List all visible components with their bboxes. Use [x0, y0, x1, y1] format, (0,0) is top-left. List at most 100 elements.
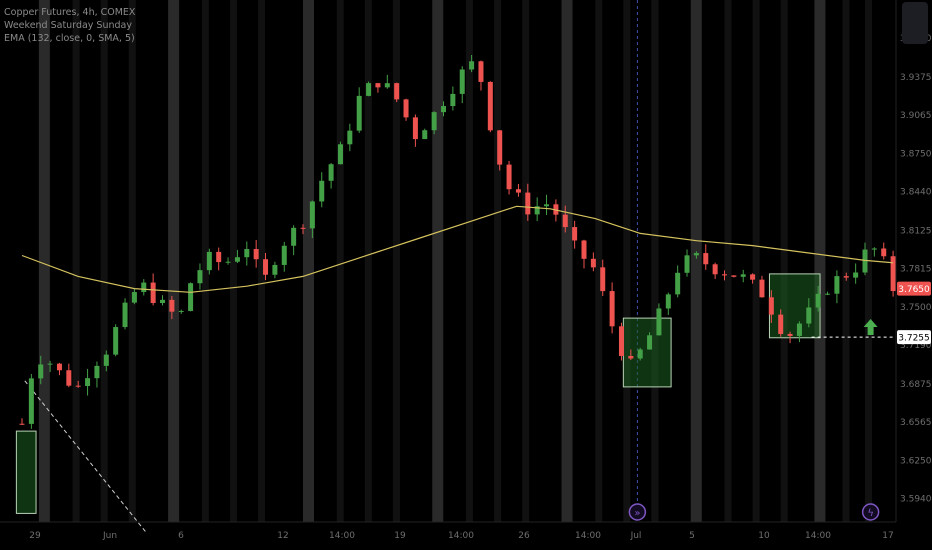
candle-body-80 [768, 297, 774, 315]
candle-body-92 [881, 248, 887, 257]
session-band-15 [724, 0, 732, 522]
candle-body-39 [384, 83, 390, 88]
x-tick-label-1: Jun [102, 531, 117, 541]
candle-body-20 [206, 251, 212, 271]
event-icon-label-0: » [634, 508, 640, 519]
candle-body-40 [394, 83, 400, 100]
candle-body-90 [862, 249, 868, 273]
session-band-17 [780, 0, 788, 522]
candle-body-34 [337, 144, 343, 165]
x-tick-label-5: 19 [394, 531, 406, 541]
session-band-4 [229, 0, 237, 522]
candle-body-69 [665, 294, 671, 309]
chart-legend: Copper Futures, 4h, COMEX Weekend Saturd… [4, 6, 135, 45]
event-icon-0 [628, 503, 647, 521]
candle-body-51 [497, 130, 503, 165]
y-tick-label-5: 3.8125 [900, 226, 932, 236]
x-tick-label-2: 6 [178, 531, 184, 541]
session-band-5 [258, 0, 266, 522]
candle-body-56 [544, 204, 550, 207]
legend-symbol[interactable]: Copper Futures, 4h, COMEX [4, 7, 136, 18]
candle-body-31 [309, 201, 315, 229]
session-band-9 [465, 0, 473, 522]
up-arrow-icon [863, 318, 878, 335]
candle-body-36 [356, 95, 362, 131]
candle-body-85 [815, 293, 821, 308]
legend-indicator-ema[interactable]: EMA (132, close, 0, SMA, 5) [4, 33, 135, 44]
candle-body-83 [796, 323, 802, 336]
session-band-18 [842, 0, 850, 522]
level-price-badge [897, 330, 931, 345]
y-tick-label-11: 3.6250 [900, 457, 932, 467]
candle-body-8 [94, 365, 100, 379]
x-tick-label-8: 14:00 [575, 531, 601, 541]
x-tick-label-0: 29 [29, 531, 41, 541]
candle-body-1 [28, 378, 34, 424]
session-band-0 [72, 0, 80, 522]
candle-body-64 [618, 326, 624, 356]
candle-body-43 [422, 130, 428, 140]
session-band-16 [752, 0, 760, 522]
y-tick-label-2: 3.9065 [900, 111, 932, 121]
legend-indicator-weekend[interactable]: Weekend Saturday Sunday [4, 20, 132, 31]
candle-body-35 [347, 130, 353, 145]
current-price-badge [897, 281, 931, 296]
candle-body-0 [19, 423, 25, 425]
candle-body-79 [759, 279, 765, 298]
y-tick-label-10: 3.6565 [900, 418, 932, 428]
candle-body-3 [47, 363, 53, 365]
y-tick-label-6: 3.7815 [900, 264, 932, 274]
candle-body-2 [38, 364, 44, 379]
current-price-label: 3.7650 [898, 285, 930, 295]
candle-body-27 [272, 264, 278, 275]
x-tick-label-4: 14:00 [329, 531, 355, 541]
y-tick-label-1: 3.9375 [900, 73, 932, 83]
candle-body-68 [656, 308, 662, 336]
candle-body-10 [113, 327, 119, 355]
candle-body-50 [487, 81, 493, 131]
candle-body-23 [234, 257, 240, 262]
candle-body-70 [675, 272, 681, 295]
candle-body-73 [703, 253, 709, 265]
candle-body-61 [590, 258, 596, 268]
candle-body-32 [319, 180, 325, 202]
zone-box-0 [15, 430, 37, 514]
candle-body-48 [469, 61, 475, 70]
session-band-11 [522, 0, 530, 522]
trendline-diagonal [24, 380, 147, 533]
candle-body-78 [750, 274, 756, 280]
candle-body-6 [75, 385, 81, 387]
candle-body-54 [525, 192, 531, 215]
y-tick-label-3: 3.8750 [900, 150, 932, 160]
chart-settings-button[interactable] [902, 2, 928, 44]
candle-body-52 [506, 164, 512, 190]
candle-body-58 [562, 214, 568, 228]
candle-body-28 [281, 245, 287, 265]
candle-body-5 [66, 370, 72, 386]
candle-body-38 [375, 83, 381, 88]
candle-body-49 [478, 61, 484, 82]
candle-body-82 [787, 333, 793, 336]
candle-body-45 [441, 106, 446, 113]
level-price-label: 3.7255 [898, 334, 930, 344]
candle-body-89 [853, 272, 859, 278]
candle-body-91 [871, 248, 877, 250]
candle-body-88 [843, 276, 849, 278]
candle-body-29 [291, 227, 297, 246]
candle-body-26 [263, 259, 269, 275]
y-tick-label-7: 3.7500 [900, 303, 932, 313]
session-band-8 [392, 0, 400, 522]
candle-body-19 [197, 270, 203, 284]
session-band-7 [364, 0, 372, 522]
weekend-band-6 [814, 0, 826, 522]
candle-body-76 [731, 275, 737, 277]
x-tick-label-9: Jul [630, 531, 642, 541]
y-tick-label-8: 3.7190 [900, 341, 932, 351]
candle-body-17 [178, 310, 184, 312]
candle-body-11 [122, 302, 128, 328]
candle-body-93 [890, 256, 896, 292]
candle-body-55 [534, 206, 540, 215]
event-icon-label-1: ϟ [867, 508, 874, 519]
candle-body-77 [740, 274, 746, 277]
